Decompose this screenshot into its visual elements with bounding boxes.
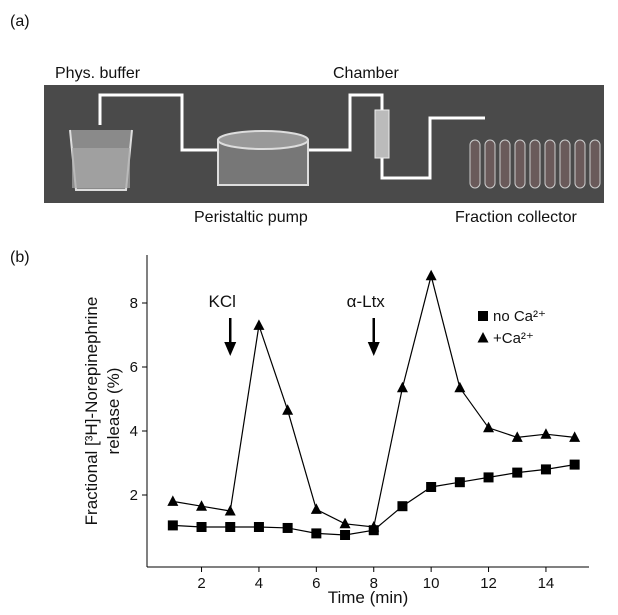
marker (478, 311, 488, 321)
marker (339, 517, 351, 529)
y-tick-label: 4 (130, 423, 138, 440)
x-tick-label: 10 (423, 575, 440, 592)
diagram-background (44, 85, 604, 203)
marker (425, 269, 437, 281)
marker (483, 421, 495, 433)
marker (512, 467, 523, 478)
marker (167, 495, 179, 506)
marker (540, 428, 552, 439)
y-tick-label: 8 (130, 295, 138, 312)
x-tick-label: 6 (312, 575, 320, 592)
marker (225, 522, 236, 532)
marker (483, 472, 494, 483)
marker (253, 522, 264, 532)
marker (454, 381, 466, 393)
x-tick-label: 12 (480, 575, 497, 592)
marker (368, 521, 380, 532)
marker (477, 332, 489, 343)
marker (311, 528, 322, 539)
marker (454, 477, 465, 488)
marker (196, 522, 207, 532)
panel-label: (a) (10, 13, 30, 30)
x-axis-label: Time (min) (328, 588, 409, 607)
x-tick-label: 14 (538, 575, 555, 592)
marker (167, 520, 178, 531)
diagram-label: Fraction collector (455, 209, 577, 226)
chart: 2 4 6 8 2 4 6 8 10 12 14 Time (min) Fractional [³H]-… (82, 255, 589, 607)
y-tick-label: 2 (130, 487, 138, 504)
diagram-label: Chamber (333, 65, 399, 82)
marker (224, 505, 236, 516)
marker (340, 530, 351, 540)
marker (282, 522, 293, 533)
marker (396, 381, 408, 393)
y-axis-label: Fractional [³H]-Norepinephrine (82, 297, 101, 526)
annotation: KCl (209, 292, 236, 311)
marker (397, 501, 408, 512)
marker (196, 500, 208, 511)
diagram-label: Peristaltic pump (194, 209, 308, 226)
x-tick-label: 2 (197, 575, 205, 592)
y-axis-label: release (%) (104, 368, 123, 455)
y-tick-label: 6 (130, 359, 138, 376)
buffer (72, 148, 130, 188)
tube (290, 93, 384, 152)
marker (540, 464, 551, 475)
marker (569, 459, 580, 470)
pump-top (217, 130, 309, 150)
diagram-label: Phys. buffer (55, 65, 141, 82)
annotation-arrowhead (224, 342, 237, 356)
legend-label: +Ca²⁺ (493, 330, 534, 347)
legend-label: no Ca²⁺ (493, 308, 546, 325)
tube (98, 93, 235, 152)
marker (426, 482, 437, 492)
tube (380, 116, 485, 180)
marker (282, 404, 294, 415)
marker (310, 503, 322, 514)
fraction-tubes (469, 139, 601, 189)
panel-label: (b) (10, 249, 30, 266)
marker (569, 431, 581, 442)
x-tick-label: 4 (255, 575, 263, 592)
annotation-arrowhead (367, 342, 380, 356)
annotation: α-Ltx (347, 292, 386, 311)
marker (511, 431, 523, 442)
marker (253, 319, 265, 330)
x-tick-label: 8 (370, 575, 378, 592)
apparatus-diagram: Phys. buffer Chamber Peristaltic pump Fr… (44, 65, 604, 226)
chamber (374, 109, 390, 159)
